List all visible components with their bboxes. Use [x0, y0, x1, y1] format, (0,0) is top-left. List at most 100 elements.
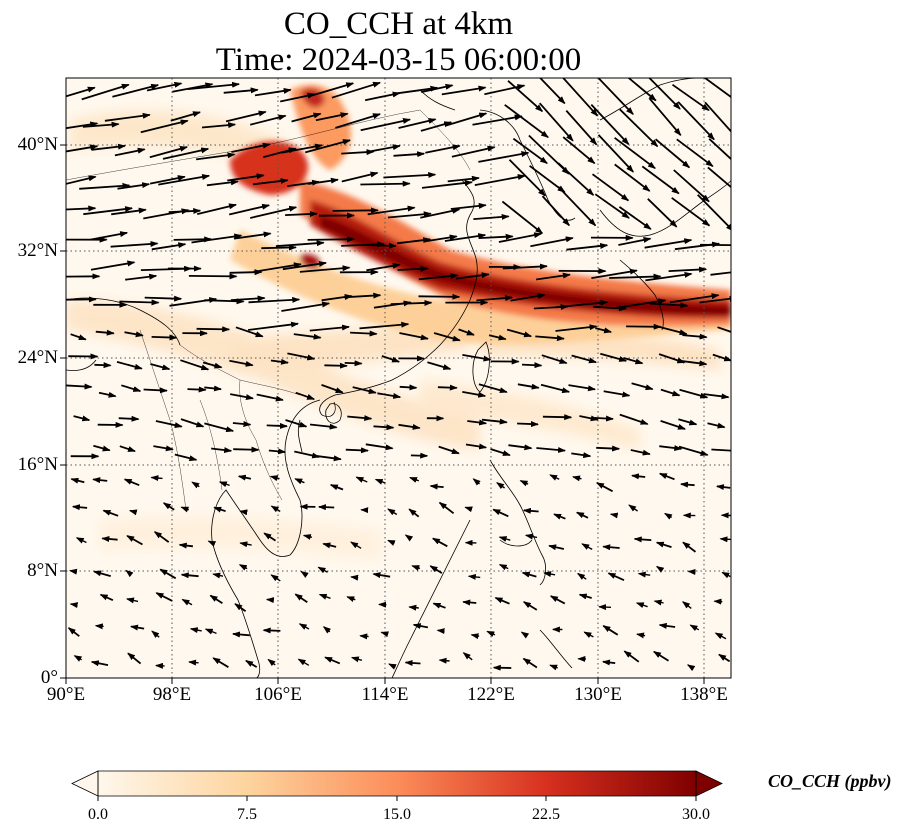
wind-arrow	[721, 571, 731, 579]
wind-arrow	[467, 419, 488, 426]
wind-arrow	[496, 482, 505, 490]
wind-arrow	[346, 596, 356, 602]
wind-arrow	[352, 386, 377, 395]
wind-arrow	[99, 593, 114, 602]
wind-arrow	[90, 260, 136, 271]
wind-arrow	[614, 137, 656, 170]
lon-tick-90e: 90°E	[46, 684, 86, 705]
wind-arrow	[412, 623, 429, 630]
lon-tick-130e: 130°E	[574, 684, 622, 705]
wind-arrow	[543, 571, 556, 578]
wind-arrow	[703, 78, 731, 99]
wind-arrow	[396, 237, 432, 245]
wind-arrow	[521, 571, 537, 578]
wind-arrow	[548, 544, 565, 551]
wind-arrow	[671, 197, 711, 227]
wind-arrow	[282, 260, 327, 271]
wind-arrow	[93, 570, 111, 577]
wind-arrow	[191, 233, 243, 244]
wind-arrow	[399, 384, 418, 391]
wind-arrow	[212, 572, 224, 579]
wind-arrow	[110, 240, 159, 248]
wind-arrow	[455, 272, 490, 280]
wind-arrow	[597, 134, 634, 173]
wind-arrow	[397, 265, 429, 272]
wind-arrow	[609, 512, 619, 519]
wind-arrow	[343, 292, 382, 299]
wind-arrow	[263, 532, 276, 542]
wind-arrow	[438, 501, 455, 515]
wind-arrow	[324, 362, 348, 369]
wind-arrow	[598, 604, 612, 611]
wind-arrow	[294, 593, 308, 603]
colorbar-gradient	[98, 771, 696, 796]
wind-arrow	[647, 198, 678, 228]
wind-arrow	[181, 598, 193, 606]
wind-arrow	[450, 202, 487, 210]
wind-arrow	[239, 509, 248, 516]
wind-arrow	[607, 572, 625, 582]
wind-arrow	[653, 599, 664, 606]
wind-arrow	[93, 444, 111, 452]
wind-arrow	[98, 391, 117, 398]
wind-vectors	[66, 78, 731, 672]
wind-arrow	[82, 121, 120, 128]
wind-arrow	[119, 445, 136, 453]
wind-arrow	[553, 513, 566, 520]
wind-arrow	[387, 211, 432, 219]
wind-arrow	[158, 174, 211, 186]
wind-arrow	[432, 537, 448, 548]
wind-arrow	[508, 444, 533, 451]
wind-arrow	[335, 113, 381, 129]
wind-arrow	[350, 574, 359, 581]
wind-arrow	[380, 631, 389, 638]
wind-arrow	[568, 384, 596, 392]
wind-arrow	[126, 597, 139, 604]
wind-arrow	[425, 144, 461, 154]
wind-arrow	[458, 328, 475, 336]
lon-tick-114e: 114°E	[361, 684, 409, 705]
wind-arrow	[686, 664, 696, 672]
wind-arrow	[94, 362, 112, 369]
wind-arrow	[204, 385, 222, 392]
wind-arrow	[118, 415, 140, 422]
wind-arrow	[581, 543, 593, 551]
wind-arrow	[374, 478, 386, 485]
wind-arrow	[117, 182, 151, 190]
wind-arrow	[270, 574, 281, 582]
wind-arrow	[229, 359, 254, 367]
wind-arrow	[228, 203, 271, 216]
wind-arrow	[660, 388, 681, 397]
wind-arrow	[517, 421, 539, 428]
wind-arrow	[90, 231, 129, 241]
wind-arrow	[710, 271, 731, 276]
wind-arrow	[83, 206, 133, 216]
wind-arrow	[388, 663, 397, 670]
wind-arrow	[363, 242, 397, 249]
wind-arrow	[714, 632, 727, 640]
wind-arrow	[321, 384, 344, 394]
map-title: CO_CCH at 4km	[283, 6, 514, 42]
wind-arrow	[324, 656, 341, 665]
wind-arrow	[294, 450, 321, 459]
wind-arrow	[111, 207, 147, 216]
wind-arrow	[593, 305, 627, 312]
wind-arrow	[707, 166, 731, 189]
wind-arrow	[130, 624, 145, 631]
wind-arrow	[676, 138, 714, 168]
wind-arrow	[112, 83, 160, 98]
wind-arrow	[341, 241, 386, 248]
wind-arrow	[682, 541, 697, 553]
wind-arrow	[432, 602, 446, 609]
wind-arrow	[381, 355, 401, 363]
wind-arrow	[253, 262, 302, 273]
wind-arrow	[294, 478, 305, 485]
wind-arrow	[410, 452, 429, 459]
wind-arrow	[79, 182, 131, 190]
wind-arrow	[121, 384, 142, 392]
wind-arrow	[180, 572, 199, 579]
wind-arrow	[631, 382, 654, 391]
wind-arrow	[490, 448, 511, 457]
wind-arrow	[467, 573, 481, 580]
wind-arrow	[227, 173, 265, 182]
